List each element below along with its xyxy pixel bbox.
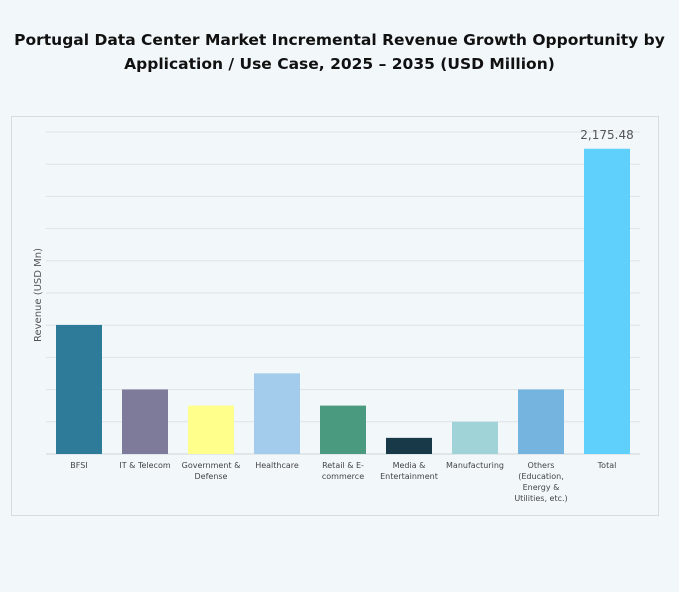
bar-total <box>584 148 630 454</box>
x-tick-label: BFSI <box>70 461 87 470</box>
x-tick-label: Others (Education, Energy & Utilities, etc.… <box>514 461 567 503</box>
data-label: 2,175.48 <box>580 128 633 142</box>
chart-title-line-1: Portugal Data Center Market Incremental … <box>14 31 665 49</box>
bar-government-defense <box>188 405 234 454</box>
bar-retail-e-commerce <box>320 405 366 454</box>
x-tick-label: Total <box>597 461 617 470</box>
x-tick-label: Manufacturing <box>446 461 504 470</box>
x-tick-label: IT & Telecom <box>119 461 170 470</box>
bar-others-education-energy-utilities-etc- <box>518 389 564 454</box>
bar-manufacturing <box>452 421 498 454</box>
x-tick-label: Healthcare <box>255 461 299 470</box>
x-tick-label: Media & Entertainment <box>380 461 438 481</box>
chart-title-line-2: Application / Use Case, 2025 – 2035 (USD… <box>124 55 555 73</box>
bar-healthcare <box>254 373 300 454</box>
bar-it-telecom <box>122 389 168 454</box>
x-tick-label: Retail & E-commerce <box>322 461 364 481</box>
chart-title: Portugal Data Center Market Incremental … <box>0 28 679 76</box>
bar-media-entertainment <box>386 437 432 454</box>
y-axis-label: Revenue (USD Mn) <box>33 248 44 342</box>
x-tick-label: Government & Defense <box>182 461 241 481</box>
bar-bfsi <box>56 324 102 454</box>
